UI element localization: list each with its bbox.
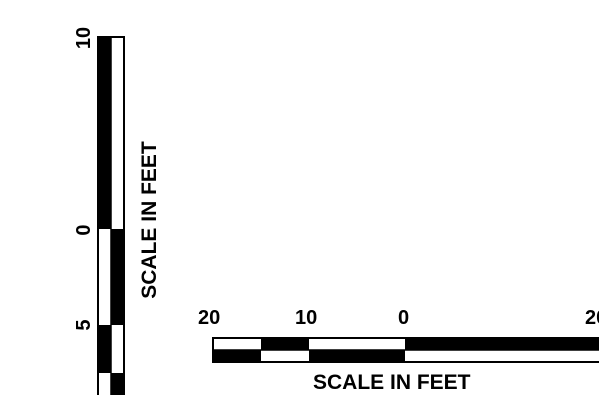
horizontal-tick-label-0: 0 — [398, 307, 410, 329]
vertical-tick-label-10: 10 — [73, 26, 95, 50]
vertical-tick-label-5: 5 — [73, 319, 95, 331]
vertical-bar-left-segment — [98, 37, 111, 229]
horizontal-bar-top-segment — [261, 338, 309, 350]
horizontal-tick-label-10: 10 — [295, 307, 318, 329]
horizontal-scale-bar — [212, 337, 599, 363]
horizontal-bar-bottom-segment — [309, 350, 405, 362]
horizontal-tick-label-20-left: 20 — [198, 307, 221, 329]
horizontal-bar-bottom-segment — [213, 350, 261, 362]
vertical-scale-title: SCALE IN FEET — [138, 141, 161, 299]
vertical-tick-label-0: 0 — [73, 224, 95, 236]
vertical-bar-right-segment — [111, 373, 124, 395]
horizontal-scale-title: SCALE IN FEET — [313, 371, 471, 394]
vertical-bar-right-segment — [111, 229, 124, 325]
horizontal-tick-label-20-right: 20 — [585, 307, 599, 329]
vertical-scale-bar — [97, 36, 125, 395]
horizontal-bar-top-segment — [405, 338, 599, 350]
vertical-bar-left-segment — [98, 325, 111, 373]
